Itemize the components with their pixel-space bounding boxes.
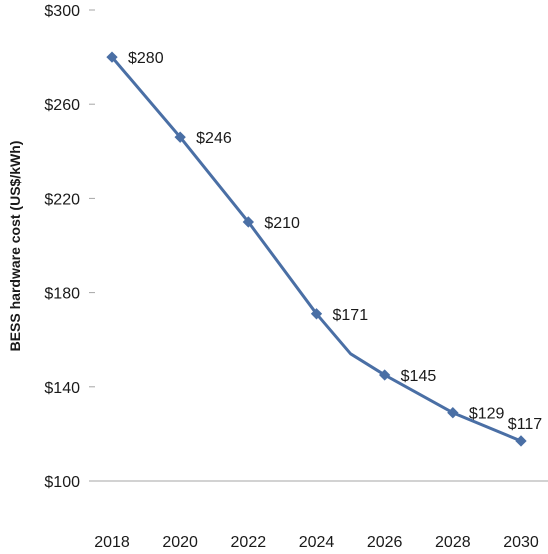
data-label: $210 xyxy=(264,215,300,232)
data-point xyxy=(379,369,391,381)
y-tick-label: $140 xyxy=(44,380,80,397)
data-point xyxy=(174,131,186,143)
x-tick-label: 2026 xyxy=(367,534,403,551)
data-label: $280 xyxy=(128,50,164,67)
data-label: $171 xyxy=(333,307,369,324)
x-tick-label: 2020 xyxy=(162,534,198,551)
x-tick-label: 2022 xyxy=(231,534,267,551)
series-line xyxy=(110,55,523,443)
x-tick-label: 2028 xyxy=(435,534,471,551)
y-tick-label: $100 xyxy=(44,474,80,491)
data-label: $145 xyxy=(401,368,437,385)
data-point xyxy=(310,308,323,320)
y-tick-label: $260 xyxy=(44,97,80,114)
data-point xyxy=(242,216,254,228)
x-tick-label: 2030 xyxy=(503,534,539,551)
y-tick-label: $220 xyxy=(44,191,80,208)
data-point xyxy=(106,51,118,63)
y-axis: $100 $140 $180 $220 $260 $300 xyxy=(44,3,95,491)
y-tick-label: $300 xyxy=(44,3,80,20)
x-tick-label: 2018 xyxy=(94,534,130,551)
x-axis: 2018 2020 2022 2024 2026 2028 2030 xyxy=(94,534,539,551)
data-point xyxy=(515,435,527,447)
y-tick-label: $180 xyxy=(44,286,80,303)
data-label: $117 xyxy=(508,416,543,433)
y-axis-title: BESS hardware cost (US$/kWh) xyxy=(7,141,23,352)
series-group: $280 $246 $210 $171 $145 $129$117 xyxy=(106,50,542,447)
data-point xyxy=(447,407,459,419)
data-label: $129 xyxy=(469,406,505,423)
data-label: $246 xyxy=(196,130,232,147)
x-tick-label: 2024 xyxy=(299,534,335,551)
